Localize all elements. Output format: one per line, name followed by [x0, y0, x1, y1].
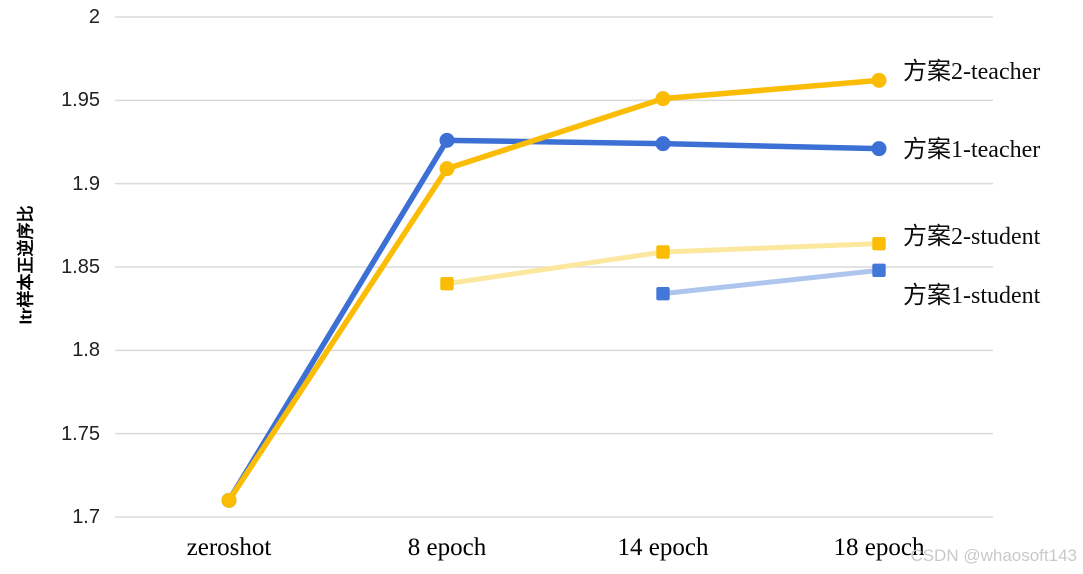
y-tick-label: 1.85	[61, 256, 100, 278]
y-tick-label: 1.9	[72, 172, 100, 195]
x-tick-label: 14 epoch	[617, 534, 709, 561]
y-tick-label: 1.75	[61, 422, 100, 445]
y-tick-label: 1.7	[72, 506, 100, 528]
y-tick-label: 1.8	[72, 339, 100, 362]
data-point-square	[440, 276, 454, 291]
series-line-方案2-teacher	[226, 77, 882, 504]
x-tick-label: 18 epoch	[833, 534, 925, 561]
legend-label-方案2-student: 方案2-student	[903, 223, 1041, 250]
data-point-circle	[655, 136, 671, 152]
x-tick-label: 8 epoch	[407, 534, 487, 561]
data-point-circle	[221, 492, 237, 508]
legend-label-方案2-teacher: 方案2-teacher	[903, 59, 1041, 86]
data-point-square	[656, 286, 670, 301]
data-point-square	[872, 263, 886, 278]
legend-label-方案1-student: 方案1-student	[903, 283, 1041, 310]
legend-label-方案1-teacher: 方案1-teacher	[903, 136, 1041, 163]
y-tick-label: 1.95	[61, 89, 100, 112]
data-point-circle	[871, 141, 887, 157]
series-line-方案1-teacher	[226, 137, 882, 504]
data-point-circle	[439, 161, 455, 177]
x-tick-label: zeroshot	[186, 534, 272, 561]
data-point-circle	[871, 72, 887, 88]
data-point-square	[656, 245, 670, 259]
data-point-circle	[655, 91, 671, 107]
data-point-square	[872, 236, 886, 251]
series-line-方案1-student	[660, 267, 882, 297]
y-tick-label: 2	[88, 6, 100, 28]
data-point-circle	[439, 132, 455, 148]
watermark: CSDN @whaosoft143	[910, 546, 1077, 565]
